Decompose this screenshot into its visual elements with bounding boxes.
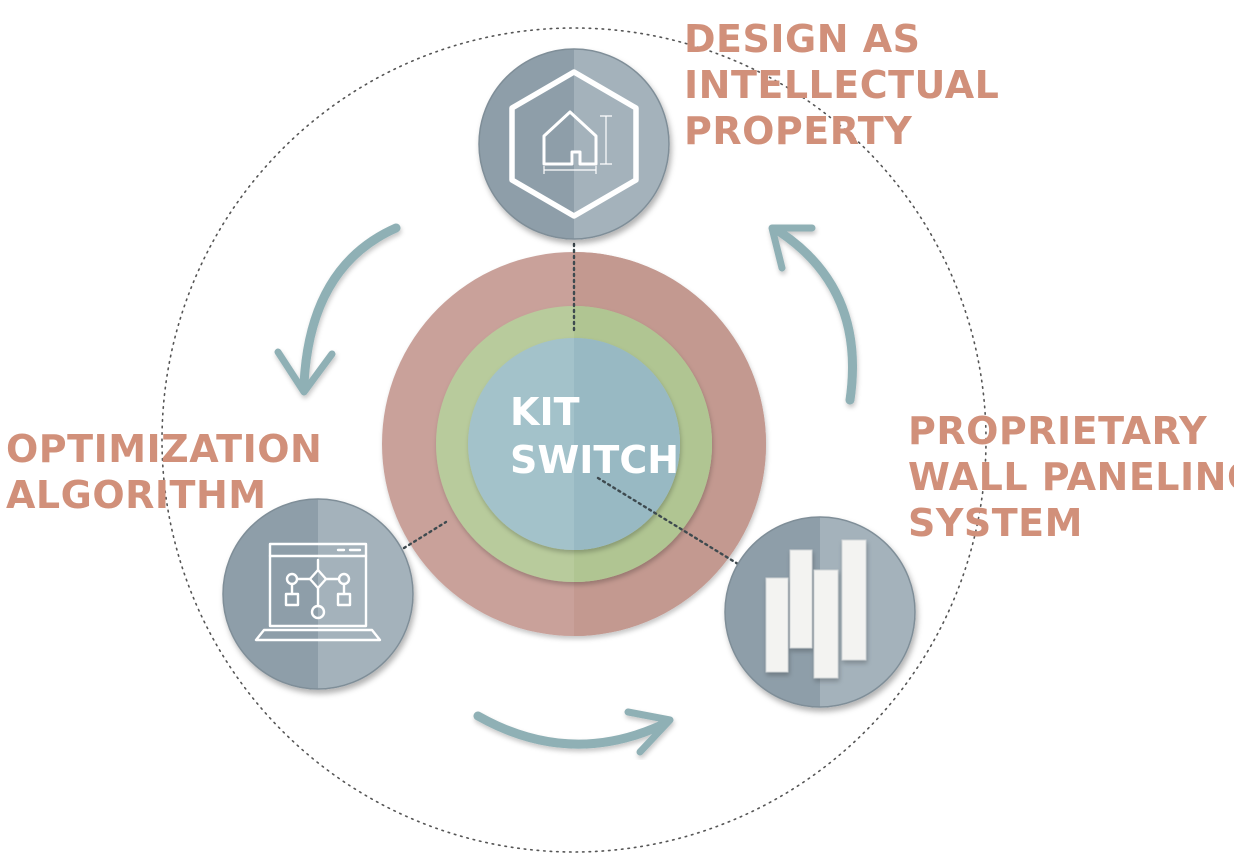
connector-left [402,520,448,550]
label-optimization-line-2: ALGORITHM [6,473,267,517]
dotted-orbit [161,27,987,853]
center-label: KIT SWITCH [510,388,679,484]
connector-lines [402,242,740,566]
arrow-bottom-icon [473,708,674,756]
laptop-flowchart-icon [254,542,382,642]
house-hexagon-icon [509,69,639,219]
label-design-line-3: PROPERTY [684,109,913,153]
arrow-top-left-icon [274,223,401,396]
label-optimization: OPTIMIZATION ALGORITHM [6,426,322,518]
node-optimization [222,498,414,690]
wall-panels-icon [765,539,867,679]
connector-right [596,476,740,566]
label-design-line-1: DESIGN AS [684,17,921,61]
cycle-arrows [274,223,857,756]
label-design: DESIGN AS INTELLECTUAL PROPERTY [684,16,999,154]
label-design-line-2: INTELLECTUAL [684,63,1000,107]
label-paneling-line-1: PROPRIETARY [908,409,1208,453]
label-optimization-line-1: OPTIMIZATION [6,427,323,471]
label-paneling-line-3: SYSTEM [908,501,1083,545]
center-label-line-2: SWITCH [510,438,680,482]
label-paneling-line-2: WALL PANELING [908,455,1234,499]
label-paneling: PROPRIETARY WALL PANELING SYSTEM [908,408,1234,546]
arrow-right-up-icon [768,224,857,405]
center-label-line-1: KIT [510,390,580,434]
